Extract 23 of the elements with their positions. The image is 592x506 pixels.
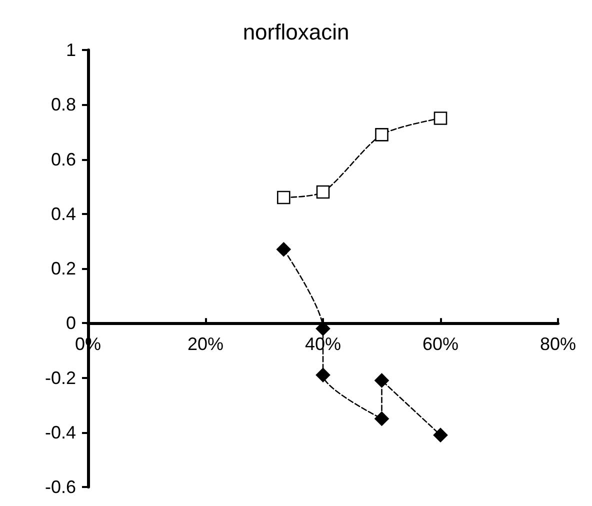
point [433,428,448,442]
point [374,373,389,388]
point [375,128,388,142]
y-tick-label: -0.4 [44,422,76,442]
x-tick-label: 60% [422,334,459,354]
y-tick-label: -0.2 [44,368,76,388]
y-tick-label: 0 [66,313,76,334]
y-tick-label: 0.4 [50,204,76,224]
point [276,242,291,257]
y-tick-label: -0.6 [44,477,76,497]
point [316,185,330,199]
point [374,412,389,426]
x-tick-label: 80% [540,334,576,354]
x-tick-label: 40% [304,334,342,354]
point [434,112,448,125]
point [316,368,330,382]
y-tick-label: 1 [66,40,76,60]
x-tick-label: 20% [187,334,224,354]
y-tick-label: 0.6 [50,149,76,170]
point [276,190,290,204]
y-tick-label: 0.8 [50,94,76,115]
chart-title: norfloxacin [242,20,350,44]
y-tick-label: 0.2 [50,258,76,278]
